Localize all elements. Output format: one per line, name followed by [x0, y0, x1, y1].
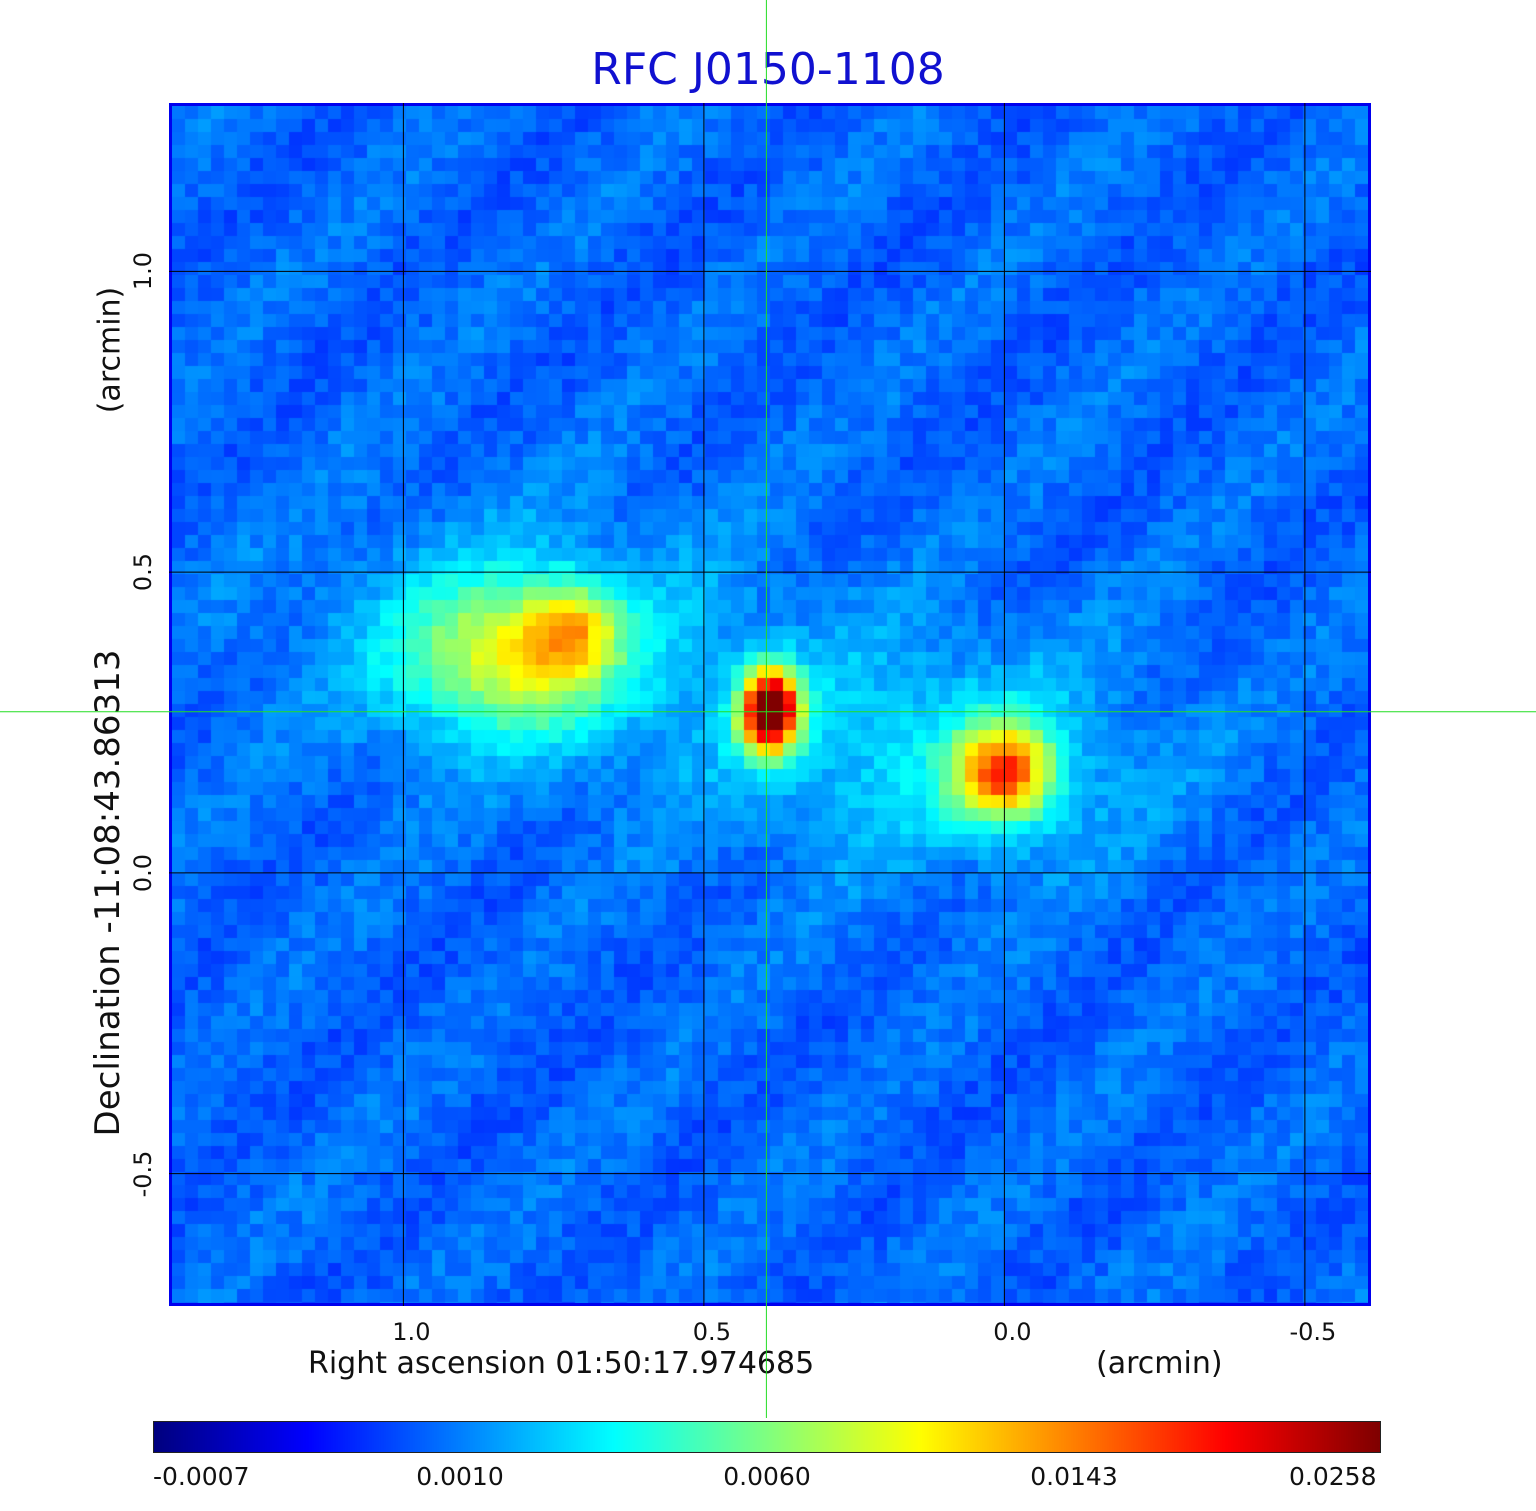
y-axis-label: Declination -11:08:43.86313 — [88, 649, 128, 1137]
colorbar-tick-label: -0.0007 — [153, 1462, 250, 1491]
y-tick-label: 1.0 — [129, 252, 157, 291]
x-tick-label: 1.0 — [392, 1318, 431, 1346]
colorbar-tick-label: 0.0060 — [723, 1462, 811, 1491]
x-tick-label: 0.5 — [692, 1318, 731, 1346]
colorbar — [153, 1421, 1381, 1453]
colorbar-tick-label: 0.0258 — [1289, 1462, 1377, 1491]
y-tick-label: -0.5 — [129, 1150, 157, 1198]
coordinate-grid — [169, 103, 1371, 1306]
intensity-heatmap — [172, 106, 1368, 1303]
x-tick-label: -0.5 — [1289, 1318, 1337, 1346]
y-axis-unit: (arcmin) — [92, 286, 128, 414]
colorbar-tick-label: 0.0010 — [416, 1462, 504, 1491]
x-tick-label: 0.0 — [993, 1318, 1032, 1346]
y-tick-label: 0.0 — [129, 853, 157, 892]
chart-title: RFC J0150-1108 — [591, 44, 945, 95]
y-tick-label: 0.5 — [129, 553, 157, 592]
x-axis-unit: (arcmin) — [1096, 1346, 1223, 1381]
colorbar-tick-label: 0.0143 — [1030, 1462, 1118, 1491]
image-panel[interactable] — [169, 103, 1371, 1306]
x-axis-label: Right ascension 01:50:17.974685 — [308, 1346, 815, 1381]
